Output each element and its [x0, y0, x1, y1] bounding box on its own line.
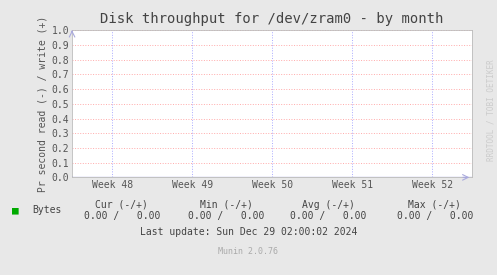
Text: Avg (-/+): Avg (-/+) — [302, 200, 354, 210]
Text: Min (-/+): Min (-/+) — [200, 200, 252, 210]
Text: 0.00 /   0.00: 0.00 / 0.00 — [397, 211, 473, 221]
Text: 0.00 /   0.00: 0.00 / 0.00 — [188, 211, 264, 221]
Title: Disk throughput for /dev/zram0 - by month: Disk throughput for /dev/zram0 - by mont… — [100, 12, 444, 26]
Text: ■: ■ — [12, 205, 19, 215]
Text: 0.00 /   0.00: 0.00 / 0.00 — [290, 211, 366, 221]
Y-axis label: Pr second read (-) / write (+): Pr second read (-) / write (+) — [37, 16, 48, 192]
Text: Munin 2.0.76: Munin 2.0.76 — [219, 247, 278, 256]
Text: Last update: Sun Dec 29 02:00:02 2024: Last update: Sun Dec 29 02:00:02 2024 — [140, 227, 357, 237]
Text: Cur (-/+): Cur (-/+) — [95, 200, 148, 210]
Text: RRDTOOL / TOBI OETIKER: RRDTOOL / TOBI OETIKER — [487, 59, 496, 161]
Text: Bytes: Bytes — [32, 205, 62, 215]
Text: 0.00 /   0.00: 0.00 / 0.00 — [83, 211, 160, 221]
Text: Max (-/+): Max (-/+) — [409, 200, 461, 210]
